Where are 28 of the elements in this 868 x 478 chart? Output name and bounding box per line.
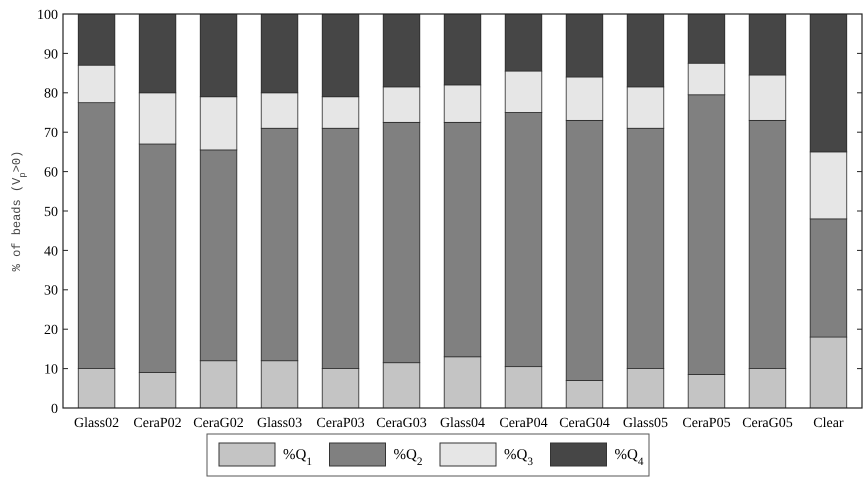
y-tick-label: 100 <box>37 8 58 23</box>
x-tick-label: Glass02 <box>74 416 120 431</box>
y-tick-label: 80 <box>44 86 58 102</box>
legend-label: %Q$_{4}$ <box>614 447 644 468</box>
legend-label: %Q$_{1}$ <box>283 447 312 468</box>
x-tick-label: Glass04 <box>440 416 486 431</box>
x-tick-label: CeraG02 <box>193 416 244 431</box>
x-tick-label: CeraG03 <box>376 416 427 431</box>
y-tick-label: 60 <box>44 166 58 180</box>
x-tick-label: Clear <box>813 416 844 431</box>
x-tick-label: CeraP03 <box>316 416 365 431</box>
x-tick-label: Glass05 <box>622 416 668 431</box>
y-tick-label: 90 <box>44 47 58 62</box>
y-tick-label: 10 <box>44 362 58 378</box>
y-tick-label: 20 <box>44 323 58 338</box>
x-tick-label: CeraP05 <box>682 416 731 431</box>
x-tick-label: Glass03 <box>256 416 302 431</box>
x-tick-label: CeraG05 <box>742 416 793 431</box>
y-tick-label: 50 <box>44 204 58 220</box>
legend-label: %Q$_{2}$ <box>394 447 422 468</box>
legend-label: %Q$_{3}$ <box>504 447 534 468</box>
x-tick-label: CeraP02 <box>133 416 182 431</box>
x-tick-label: CeraG04 <box>559 416 610 431</box>
x-tick-label: CeraP04 <box>499 416 548 431</box>
y-tick-label: 40 <box>44 244 58 260</box>
y-tick-label: 70 <box>44 126 58 142</box>
y-tick-label: 30 <box>44 284 58 299</box>
y-tick-label: 0 <box>51 402 58 417</box>
